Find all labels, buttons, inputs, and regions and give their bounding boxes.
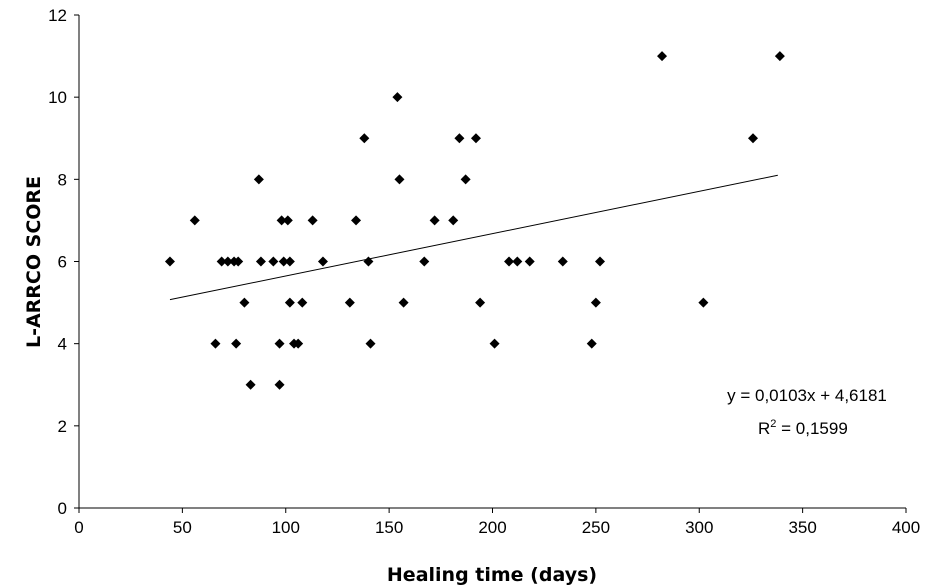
data-point xyxy=(454,133,465,144)
x-axis-title: Healing time (days) xyxy=(387,564,597,586)
y-tick-label: 10 xyxy=(48,88,67,107)
data-point xyxy=(344,297,355,308)
y-tick-label: 2 xyxy=(58,417,67,436)
x-tick-label: 250 xyxy=(582,518,610,537)
r-squared-value: = 0,1599 xyxy=(776,419,847,438)
x-tick-label: 350 xyxy=(788,518,816,537)
y-axis-title: L-ARRCO SCORE xyxy=(23,176,45,348)
data-point xyxy=(698,297,709,308)
data-point xyxy=(255,256,266,267)
data-point xyxy=(284,297,295,308)
data-point xyxy=(557,256,568,267)
data-point xyxy=(274,379,285,390)
x-tick-label: 100 xyxy=(272,518,300,537)
data-point xyxy=(586,338,597,349)
x-tick-label: 50 xyxy=(173,518,192,537)
data-point xyxy=(317,256,328,267)
data-point xyxy=(231,338,242,349)
trendline xyxy=(169,174,778,301)
data-point xyxy=(595,256,606,267)
data-point xyxy=(748,133,759,144)
data-point xyxy=(216,256,227,267)
axes xyxy=(74,14,907,513)
x-tick-label: 0 xyxy=(74,518,83,537)
trendline-group xyxy=(169,174,778,301)
data-point xyxy=(284,256,295,267)
data-point xyxy=(398,297,409,308)
data-point xyxy=(774,51,785,62)
data-point xyxy=(392,92,403,103)
data-point xyxy=(460,174,471,185)
x-tick-label: 400 xyxy=(892,518,920,537)
data-point xyxy=(470,133,481,144)
data-point xyxy=(233,256,244,267)
data-point xyxy=(282,215,293,226)
data-point xyxy=(657,51,668,62)
data-point xyxy=(268,256,279,267)
data-point xyxy=(475,297,486,308)
data-point xyxy=(504,256,515,267)
tick-labels: 0 50 100 150 200 250 300 350 400 0 2 4 6 8 10 12 xyxy=(48,6,920,537)
data-point xyxy=(210,338,221,349)
y-tick-label: 8 xyxy=(58,170,67,189)
data-point xyxy=(276,215,287,226)
data-point xyxy=(293,338,304,349)
data-point xyxy=(489,338,500,349)
trendline-equation: y = 0,0103x + 4,6181 xyxy=(727,386,887,405)
data-point xyxy=(307,215,318,226)
r-squared-label: R2 = 0,1599 xyxy=(758,418,848,438)
data-point xyxy=(278,256,289,267)
data-point xyxy=(274,338,285,349)
data-point xyxy=(524,256,535,267)
data-point xyxy=(365,338,376,349)
data-point xyxy=(351,215,362,226)
data-point xyxy=(189,215,200,226)
data-point xyxy=(222,256,233,267)
data-point xyxy=(164,256,175,267)
data-point xyxy=(429,215,440,226)
y-tick-label: 0 xyxy=(58,499,67,518)
data-point xyxy=(394,174,405,185)
data-point xyxy=(253,174,264,185)
r-squared-prefix: R xyxy=(758,419,770,438)
data-point xyxy=(590,297,601,308)
data-point xyxy=(297,297,308,308)
data-point xyxy=(239,297,250,308)
x-tick-label: 300 xyxy=(685,518,713,537)
x-tick-label: 150 xyxy=(375,518,403,537)
data-point xyxy=(448,215,459,226)
y-tick-label: 6 xyxy=(58,253,67,272)
data-point xyxy=(512,256,523,267)
r-squared-superscript: 2 xyxy=(770,418,776,430)
data-point xyxy=(359,133,370,144)
data-point xyxy=(363,256,374,267)
data-point xyxy=(245,379,256,390)
y-tick-label: 12 xyxy=(48,6,67,25)
data-points xyxy=(164,51,785,390)
data-point xyxy=(419,256,430,267)
y-tick-label: 4 xyxy=(58,335,67,354)
x-tick-label: 200 xyxy=(478,518,506,537)
